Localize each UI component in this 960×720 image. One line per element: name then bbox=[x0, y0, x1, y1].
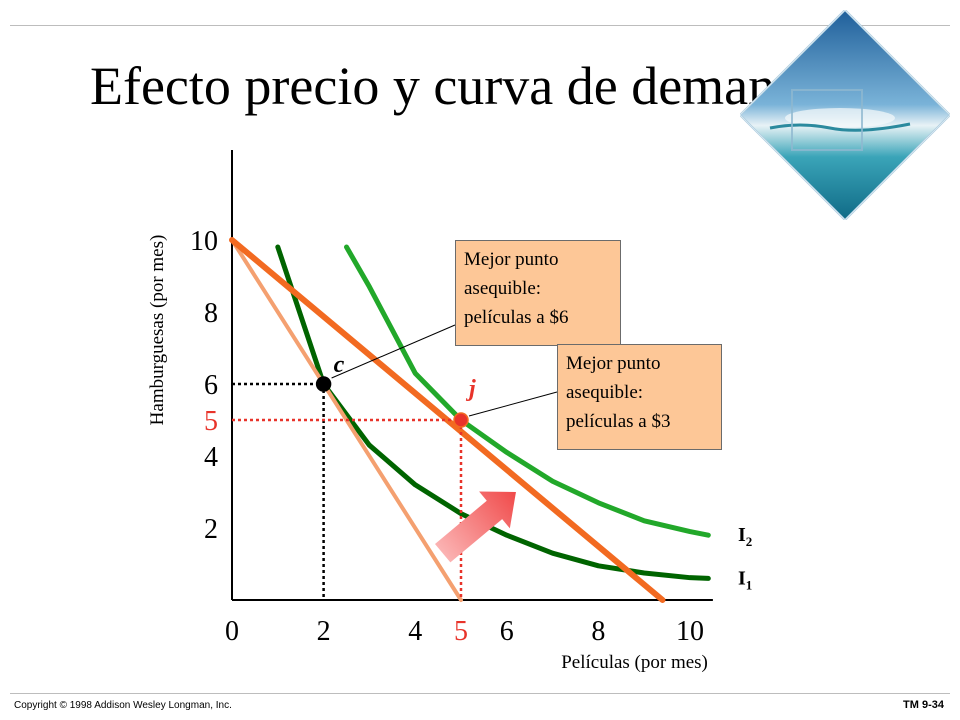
x-tick-label: 4 bbox=[408, 616, 422, 647]
callout-line: Mejor punto bbox=[566, 353, 661, 374]
x-axis-label: Películas (por mes) bbox=[561, 652, 708, 673]
y-axis-label: Hamburguesas (por mes) bbox=[147, 235, 168, 426]
arrow-shape bbox=[434, 491, 516, 563]
x-tick-label: 10 bbox=[676, 616, 704, 647]
copyright-text: Copyright © 1998 Addison Wesley Longman,… bbox=[14, 700, 232, 711]
y-tick-label: 8 bbox=[204, 298, 218, 329]
x-tick-label: 0 bbox=[225, 616, 239, 647]
callout-price-6: Mejor punto asequible: películas a $6 bbox=[455, 240, 621, 346]
y-tick-label: 5 bbox=[204, 406, 218, 437]
y-tick-label: 4 bbox=[204, 442, 218, 473]
callout-line: asequible: bbox=[566, 382, 644, 403]
point-label-c: c bbox=[334, 352, 345, 378]
curve-label-I2: I2 bbox=[738, 524, 752, 549]
slide-title: Efecto precio y curva de demanda bbox=[90, 56, 827, 116]
y-tick-label: 2 bbox=[204, 514, 218, 545]
indifference-curve-I2 bbox=[344, 244, 711, 538]
top-rule bbox=[10, 25, 950, 26]
point-j bbox=[453, 412, 469, 428]
price-change-arrow bbox=[434, 491, 516, 563]
callout-line: películas a $6 bbox=[464, 307, 569, 328]
bottom-rule bbox=[10, 693, 950, 694]
callout-price-3: Mejor punto asequible: películas a $3 bbox=[557, 344, 722, 450]
indifference-curve-I1 bbox=[275, 244, 711, 581]
x-tick-label: 6 bbox=[500, 616, 514, 647]
y-tick-label: 6 bbox=[204, 370, 218, 401]
budget-line bbox=[229, 237, 666, 603]
x-tick-label: 5 bbox=[454, 616, 468, 647]
point-label-j: j bbox=[465, 376, 476, 402]
x-tick-label: 2 bbox=[317, 616, 331, 647]
x-tick-label: 8 bbox=[591, 616, 605, 647]
callout-leader bbox=[331, 324, 456, 379]
y-tick-label: 10 bbox=[190, 226, 218, 257]
publisher-logo-icon bbox=[740, 10, 950, 220]
point-c bbox=[315, 376, 332, 392]
callout-line: películas a $3 bbox=[566, 411, 671, 432]
callout-line: asequible: bbox=[464, 278, 542, 299]
callout-line: Mejor punto bbox=[464, 249, 559, 270]
slide-number: TM 9-34 bbox=[903, 699, 944, 711]
curve-label-I1: I1 bbox=[738, 567, 752, 592]
callout-leader bbox=[468, 391, 558, 417]
